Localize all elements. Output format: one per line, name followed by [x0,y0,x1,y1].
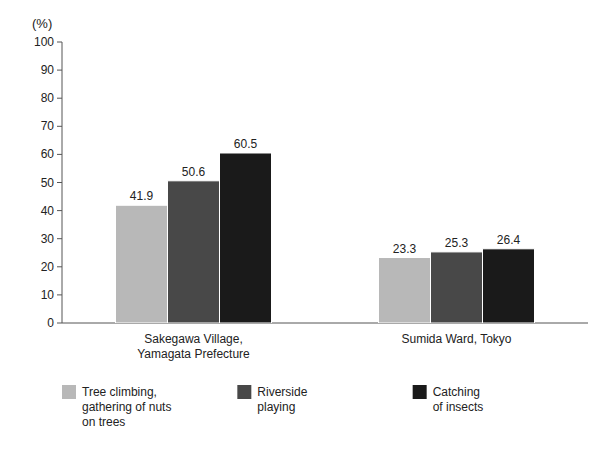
legend-label: Tree climbing,gathering of nutson trees [82,385,171,429]
y-axis: 0 10 20 30 40 50 60 70 80 90 100 [34,35,588,330]
data-label: 41.9 [130,189,154,203]
bar [379,258,431,323]
bar [431,252,483,323]
data-label: 60.5 [234,137,258,151]
y-tick [57,294,62,295]
bars [116,153,535,323]
bar [116,205,168,323]
x-tick-label: Sakegawa Village,Yamagata Prefecture [137,332,250,361]
text-line: Catching [433,385,480,399]
text-line: Sumida Ward, Tokyo [401,332,511,346]
legend: Tree climbing,gathering of nutson trees R… [62,385,483,429]
text-line: playing [257,400,295,414]
legend-swatch [413,385,427,399]
y-axis-label: (%) [32,16,52,31]
text-line: gathering of nuts [82,400,171,414]
y-tick-label: 90 [41,63,55,77]
y-tick-label: 100 [34,35,54,49]
data-label: 50.6 [182,165,206,179]
y-tick-label: 30 [41,232,55,246]
text-line: Yamagata Prefecture [137,347,250,361]
text-line: Riverside [257,385,307,399]
y-tick [57,266,62,267]
text-line: on trees [82,415,125,429]
y-tick [57,210,62,211]
y-tick-label: 50 [41,176,55,190]
y-tick [57,126,62,127]
legend-swatch [237,385,251,399]
chart-svg: (%) 0 10 20 30 40 50 60 70 80 90 100 41.9 23.3 50.6 25.… [0,0,610,463]
legend-label: Riversideplaying [257,385,307,414]
text-line: of insects [433,400,484,414]
y-tick [57,42,62,43]
text-line: Sakegawa Village, [144,332,243,346]
chart-container: (%) 0 10 20 30 40 50 60 70 80 90 100 41.9 23.3 50.6 25.… [0,0,610,463]
y-tick [57,238,62,239]
data-label: 25.3 [445,236,469,250]
y-tick-label: 10 [41,288,55,302]
y-tick-label: 80 [41,91,55,105]
y-tick [57,154,62,155]
y-tick [57,98,62,99]
y-tick-label: 20 [41,260,55,274]
legend-label: Catchingof insects [433,385,484,414]
data-label: 23.3 [393,242,417,256]
bar [220,153,272,323]
page: {"chart_data": {"type": "bar", "ylabel":… [0,0,610,463]
data-labels: 41.9 23.3 50.6 25.3 60.5 26.4 [130,137,521,256]
legend-swatch [62,385,76,399]
x-axis: Sakegawa Village,Yamagata Prefecture Sumi… [137,332,512,361]
y-tick [57,70,62,71]
y-axis-line [62,42,63,323]
data-label: 26.4 [497,233,521,247]
y-tick-label: 40 [41,204,55,218]
y-tick [57,323,62,324]
y-tick-label: 60 [41,147,55,161]
y-tick-label: 70 [41,119,55,133]
text-line: Tree climbing, [82,385,157,399]
y-tick [57,182,62,183]
x-tick-label: Sumida Ward, Tokyo [401,332,511,346]
y-tick-label: 0 [47,316,54,330]
bar [168,181,220,323]
bar [483,249,535,323]
